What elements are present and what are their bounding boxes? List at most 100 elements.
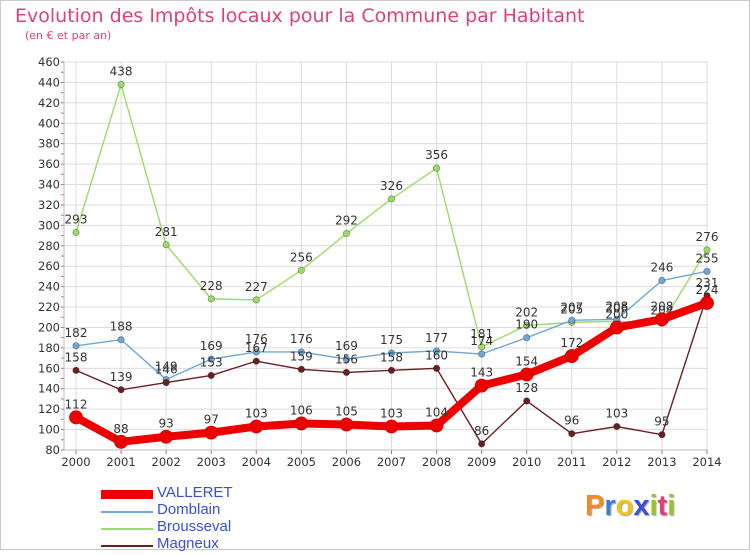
data-label-domblain: 208: [605, 299, 628, 313]
data-point-valleret: [384, 419, 399, 434]
data-point-valleret: [609, 320, 624, 335]
data-point-valleret: [69, 410, 83, 425]
data-label-domblain: 246: [650, 261, 673, 275]
data-label-valleret: 172: [560, 336, 583, 350]
data-label-brousseval: 256: [290, 250, 313, 264]
y-tick-label: 380: [38, 137, 60, 151]
data-label-brousseval: 202: [515, 305, 538, 319]
data-label-valleret: 97: [204, 413, 219, 427]
data-point-brousseval: [162, 241, 170, 249]
data-label-valleret: 88: [113, 422, 128, 436]
chart-subtitle: (en € et par an): [25, 29, 112, 42]
data-label-magneux: 153: [200, 355, 223, 369]
data-point-magneux: [162, 379, 170, 387]
data-label-valleret: 103: [245, 407, 268, 421]
data-point-brousseval: [523, 321, 531, 330]
y-tick-label: 420: [38, 96, 60, 110]
data-point-valleret: [655, 312, 669, 327]
data-label-brousseval: 356: [425, 148, 448, 162]
y-tick-label: 260: [38, 259, 60, 273]
y-tick-label: 80: [45, 443, 60, 457]
data-label-valleret: 208: [650, 299, 673, 313]
x-tick-label: 2003: [197, 455, 226, 469]
data-label-domblain: 169: [335, 339, 358, 353]
data-point-valleret: [294, 416, 309, 431]
x-tick-label: 2006: [332, 455, 361, 469]
data-point-magneux: [432, 364, 441, 372]
data-label-magneux: 158: [65, 350, 88, 364]
y-tick-label: 400: [38, 116, 60, 130]
data-point-brousseval: [432, 164, 441, 172]
chart-title: Evolution des Impôts locaux pour la Comm…: [15, 5, 585, 27]
data-point-valleret: [564, 349, 579, 363]
data-label-domblain: 175: [380, 333, 403, 347]
data-label-magneux: 86: [474, 424, 489, 438]
data-label-valleret: 93: [159, 417, 174, 431]
data-point-domblain: [72, 342, 80, 350]
x-tick-label: 2004: [242, 455, 271, 469]
y-tick-label: 360: [38, 157, 60, 171]
data-point-valleret: [114, 434, 128, 449]
legend-swatch: [101, 490, 153, 499]
proxiti-logo: Proxiti: [585, 490, 676, 522]
x-tick-label: 2011: [557, 455, 586, 469]
legend-label: Magneux: [157, 535, 219, 552]
data-label-valleret: 200: [605, 307, 628, 321]
data-point-valleret: [204, 425, 219, 440]
data-point-brousseval: [117, 80, 125, 89]
data-label-brousseval: 281: [155, 225, 178, 239]
data-point-magneux: [72, 366, 80, 374]
data-point-domblain: [432, 347, 441, 355]
data-point-brousseval: [252, 296, 260, 304]
x-tick-label: 2010: [512, 455, 541, 469]
y-tick-label: 460: [38, 55, 60, 69]
data-point-magneux: [387, 366, 396, 374]
y-tick-label: 300: [38, 218, 60, 232]
data-point-brousseval: [72, 228, 80, 237]
y-tick-label: 100: [38, 423, 60, 437]
data-label-brousseval: 181: [470, 327, 493, 341]
data-point-domblain: [658, 276, 666, 285]
data-label-brousseval: 438: [110, 64, 133, 78]
data-label-magneux: 159: [290, 349, 313, 363]
data-label-brousseval: 205: [560, 302, 583, 316]
data-point-magneux: [342, 368, 351, 376]
legend-label: Brousseval: [157, 518, 232, 535]
legend-label: Domblain: [157, 501, 221, 518]
data-label-valleret: 154: [515, 354, 538, 368]
legend-swatch: [101, 528, 153, 530]
data-label-domblain: 149: [155, 360, 178, 374]
data-point-domblain: [387, 349, 396, 357]
data-point-brousseval: [478, 343, 486, 351]
data-point-valleret: [700, 296, 714, 310]
x-tick-label: 2002: [152, 455, 181, 469]
data-label-brousseval: 227: [245, 280, 268, 294]
data-point-magneux: [207, 371, 215, 380]
data-label-magneux: 156: [335, 352, 358, 366]
data-label-valleret: 143: [470, 366, 493, 380]
data-label-magneux: 128: [515, 381, 538, 395]
data-label-valleret: 106: [290, 403, 313, 417]
y-tick-label: 160: [38, 361, 60, 375]
data-point-domblain: [478, 350, 486, 358]
data-point-magneux: [478, 440, 486, 448]
data-point-domblain: [568, 316, 576, 324]
y-tick-label: 240: [38, 280, 60, 294]
data-label-domblain: 176: [245, 332, 268, 346]
data-label-domblain: 255: [696, 251, 719, 265]
data-point-magneux: [658, 431, 666, 439]
data-label-brousseval: 326: [380, 179, 403, 193]
legend-label: VALLERET: [157, 484, 233, 501]
y-tick-label: 340: [38, 178, 60, 192]
data-label-valleret: 104: [425, 405, 448, 419]
data-label-valleret: 224: [696, 283, 719, 297]
data-point-domblain: [703, 267, 711, 275]
data-label-magneux: 103: [605, 407, 628, 421]
data-label-brousseval: 292: [335, 214, 358, 228]
data-label-domblain: 169: [200, 339, 223, 353]
x-tick-label: 2014: [692, 455, 721, 469]
x-tick-label: 2009: [467, 455, 496, 469]
data-point-brousseval: [703, 246, 711, 254]
data-point-valleret: [474, 378, 489, 393]
data-point-valleret: [339, 417, 354, 432]
